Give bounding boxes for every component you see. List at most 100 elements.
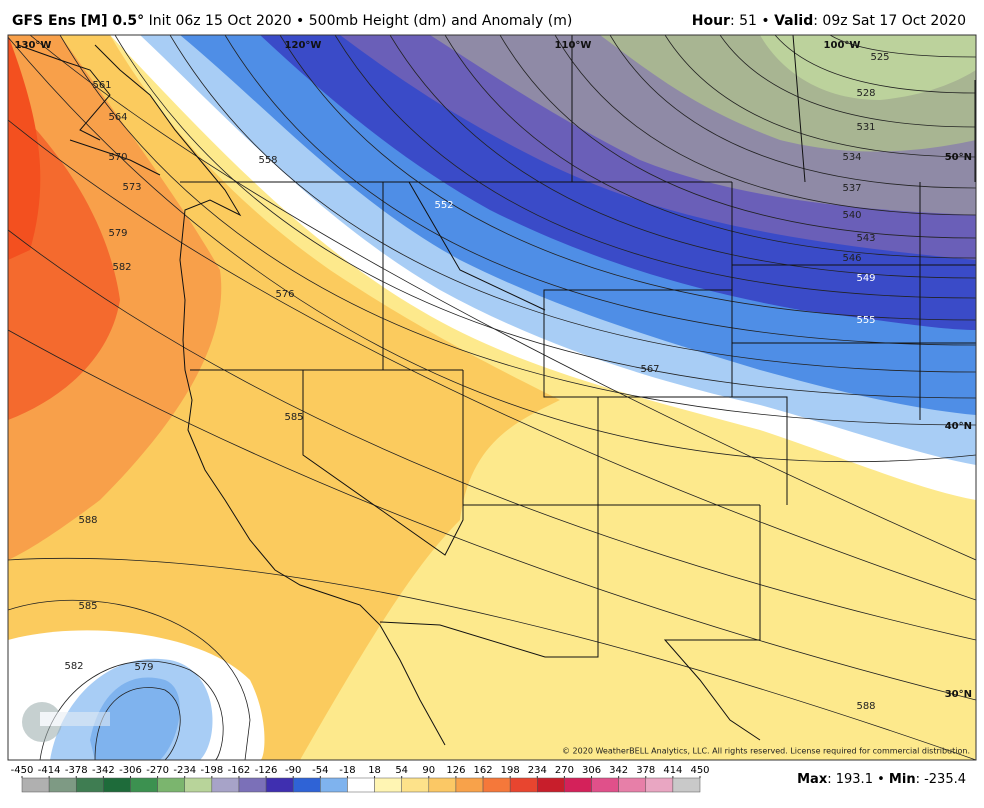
- longitude-label: 130°W: [15, 40, 52, 51]
- contour-line: [444, 35, 976, 259]
- contour-label: 531: [856, 122, 875, 133]
- contour-label: 582: [112, 262, 131, 273]
- contour-line: [774, 35, 976, 94]
- contour-line: [169, 35, 976, 373]
- colorbar-label: -54: [312, 765, 328, 776]
- colorbar-label: -378: [65, 765, 88, 776]
- contour-label: 576: [275, 289, 294, 300]
- colorbar-swatch: [428, 777, 457, 793]
- colorbar-label: 90: [422, 765, 435, 776]
- colorbar-swatch: [455, 777, 484, 793]
- colorbar-label: 270: [555, 765, 574, 776]
- longitude-label: 120°W: [285, 40, 322, 51]
- logo-band: [40, 712, 110, 726]
- contour-line: [114, 35, 976, 399]
- contour-labels: 525 528 531 534 537 540 543 546 549 552 555 558 561 5…: [64, 52, 889, 712]
- colorbar-swatch: [211, 777, 240, 793]
- colorbar-swatch: [537, 777, 565, 793]
- colorbar-label: 198: [501, 765, 520, 776]
- contour-label: 579: [108, 228, 127, 239]
- colorbar-label: -234: [173, 765, 196, 776]
- contour-line: [719, 35, 976, 128]
- contour-label: 537: [842, 183, 861, 194]
- contour-line: [499, 35, 976, 239]
- colorbar-swatch: [618, 777, 647, 793]
- colorbar-swatch: [103, 777, 131, 793]
- contour-label: 579: [134, 662, 153, 673]
- colorbar-swatch: [672, 777, 701, 793]
- logo: [22, 702, 110, 742]
- contour-label: 573: [122, 182, 141, 193]
- header-right: Hour: 51 • Valid: 09z Sat 17 Oct 2020: [692, 13, 966, 29]
- contour-line: [8, 36, 976, 463]
- valid-value: : 09z Sat 17 Oct 2020: [813, 13, 966, 29]
- longitude-label: 100°W: [824, 40, 861, 51]
- colorbar-label: 342: [609, 765, 628, 776]
- contour-label: 570: [108, 152, 127, 163]
- valid-label: Valid: [774, 13, 813, 29]
- contour-label: 561: [92, 80, 111, 91]
- contour-line: [8, 599, 251, 760]
- max-label: Max: [797, 772, 828, 787]
- contour-line: [334, 35, 976, 299]
- map: 525 528 531 534 537 540 543 546 549 552 555 558 561 5…: [8, 35, 976, 760]
- borders: [17, 35, 976, 746]
- colorbar-label: -306: [119, 765, 142, 776]
- separator: •: [761, 13, 769, 29]
- colorbar-swatch: [320, 777, 348, 793]
- contour-line: [554, 35, 976, 216]
- contour-label: 582: [64, 661, 83, 672]
- contour-label: 588: [856, 701, 875, 712]
- latitude-label: 30°N: [945, 689, 972, 700]
- hour-label: Hour: [692, 13, 730, 29]
- separator: •: [877, 772, 885, 787]
- colorbar-swatch: [482, 777, 511, 793]
- contour-line: [59, 35, 976, 426]
- contour-line: [8, 329, 976, 701]
- contour-label: 567: [640, 364, 659, 375]
- contour-label: 549: [856, 273, 875, 284]
- copyright: © 2020 WeatherBELL Analytics, LLC. All r…: [562, 747, 970, 756]
- colorbar-swatch: [374, 777, 402, 793]
- colorbar-label: -162: [228, 765, 251, 776]
- contour-label: 558: [258, 155, 277, 166]
- contour-line: [39, 660, 224, 760]
- contour-line: [664, 35, 976, 158]
- colorbar-swatch: [265, 777, 294, 793]
- contour-line: [8, 229, 976, 641]
- min-value: : -235.4: [916, 772, 966, 787]
- colorbar-swatch: [591, 777, 619, 793]
- colorbar-swatch: [292, 777, 321, 793]
- anomaly-red-core: [8, 35, 41, 260]
- hour-value: : 51: [730, 13, 757, 29]
- anomaly-blue-sw-core: [90, 677, 180, 760]
- colorbar-label: -342: [92, 765, 115, 776]
- contour-line: [829, 35, 976, 58]
- contour-label: 588: [78, 515, 97, 526]
- colorbar-swatch: [184, 777, 213, 793]
- colorbar-label: 414: [663, 765, 682, 776]
- contour-label: 555: [856, 315, 875, 326]
- longitude-label: 110°W: [555, 40, 592, 51]
- contour-label: 564: [108, 112, 127, 123]
- colorbar-swatch: [564, 777, 592, 793]
- colorbar-swatch: [645, 777, 674, 793]
- max-value: : 193.1: [827, 772, 873, 787]
- colorbar-label: 234: [528, 765, 547, 776]
- colorbar: -450 -414 -378 -342 -306 -270 -234 -198 -162 -126…: [11, 765, 710, 793]
- contour-label: 585: [284, 412, 303, 423]
- colorbar-swatch: [238, 777, 267, 793]
- colorbar-swatch: [75, 777, 104, 793]
- header-left: GFS Ens [M] 0.5° Init 06z 15 Oct 2020 • …: [12, 13, 572, 29]
- colorbar-swatch: [21, 777, 50, 793]
- colorbar-label: -414: [38, 765, 61, 776]
- colorbar-label: 450: [690, 765, 709, 776]
- colorbar-label: 126: [446, 765, 465, 776]
- colorbar-label: -450: [11, 765, 34, 776]
- contour-label: 540: [842, 210, 861, 221]
- contour-line: [389, 35, 976, 279]
- colorbar-label: 306: [582, 765, 601, 776]
- colorbar-label: -126: [255, 765, 278, 776]
- colorbar-swatch: [157, 777, 185, 793]
